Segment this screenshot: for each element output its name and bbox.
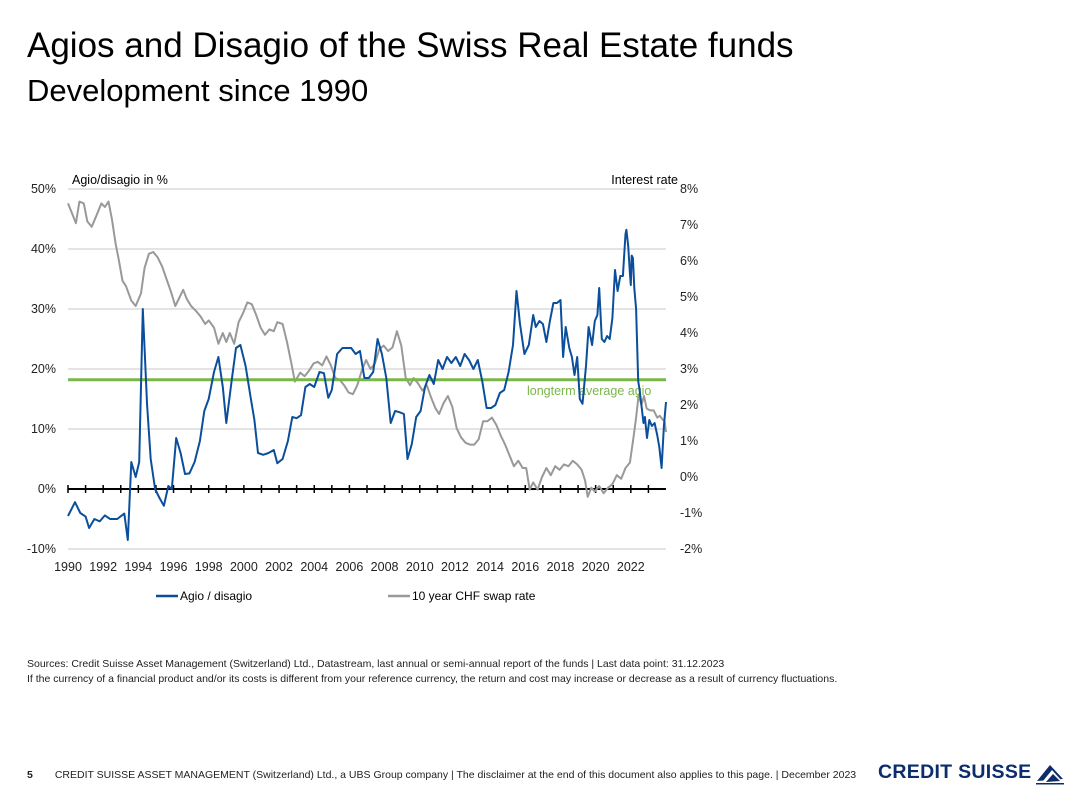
right-tick-label: 1% xyxy=(680,434,698,448)
x-tick-label: 2002 xyxy=(265,560,293,574)
x-tick-label: 2020 xyxy=(582,560,610,574)
x-tick-label: 1992 xyxy=(89,560,117,574)
right-tick-label: 5% xyxy=(680,290,698,304)
legend-label-swap: 10 year CHF swap rate xyxy=(412,589,536,603)
x-tick-label: 2016 xyxy=(511,560,539,574)
x-tick-label: 2010 xyxy=(406,560,434,574)
left-tick-label: 40% xyxy=(31,242,56,256)
right-tick-label: 7% xyxy=(680,218,698,232)
right-tick-label: 8% xyxy=(680,182,698,196)
left-tick-label: -10% xyxy=(27,542,56,556)
footer-text: CREDIT SUISSE ASSET MANAGEMENT (Switzerl… xyxy=(54,769,857,781)
right-tick-label: 6% xyxy=(680,254,698,268)
x-tick-label: 2006 xyxy=(336,560,364,574)
page-number: 5 xyxy=(27,769,33,781)
left-axis-title: Agio/disagio in % xyxy=(72,173,168,187)
logo-text: CREDIT SUISSE xyxy=(878,760,1032,783)
right-tick-label: 3% xyxy=(680,362,698,376)
x-tick-label: 1996 xyxy=(160,560,188,574)
left-tick-label: 30% xyxy=(31,302,56,316)
page-title: Agios and Disagio of the Swiss Real Esta… xyxy=(27,26,794,65)
left-tick-label: 0% xyxy=(38,482,56,496)
currency-disclaimer: If the currency of a financial product a… xyxy=(27,673,838,685)
x-tick-label: 2014 xyxy=(476,560,504,574)
x-tick-label: 1994 xyxy=(124,560,152,574)
right-tick-label: 2% xyxy=(680,398,698,412)
x-tick-label: 2012 xyxy=(441,560,469,574)
x-tick-label: 2018 xyxy=(547,560,575,574)
right-tick-label: -1% xyxy=(680,506,702,520)
x-tick-label: 2008 xyxy=(371,560,399,574)
left-tick-label: 20% xyxy=(31,362,56,376)
x-tick-label: 2022 xyxy=(617,560,645,574)
x-tick-label: 2004 xyxy=(300,560,328,574)
right-tick-label: 0% xyxy=(680,470,698,484)
right-tick-label: -2% xyxy=(680,542,702,556)
right-axis-title: Interest rate xyxy=(611,173,678,187)
agio-chart: 50% 40% 30% 20% 10% 0% -10% 8% 7% 6% 5% 4% 3% 2% 1% 0% -… xyxy=(27,173,702,603)
left-tick-label: 10% xyxy=(31,422,56,436)
x-tick-label: 1990 xyxy=(54,560,82,574)
sources-note: Sources: Credit Suisse Asset Management … xyxy=(27,657,837,687)
x-tick-label: 1998 xyxy=(195,560,223,574)
credit-suisse-logo: CREDIT SUISSE xyxy=(878,759,1065,785)
average-agio-label: longterm average agio xyxy=(527,384,651,398)
page-subtitle: Development since 1990 xyxy=(27,73,369,108)
x-tick-label: 2000 xyxy=(230,560,258,574)
swap-rate-series-line xyxy=(67,200,667,498)
credit-suisse-sails-icon xyxy=(1036,765,1065,785)
sources-line: Sources: Credit Suisse Asset Management … xyxy=(27,658,725,670)
agio-series-line xyxy=(67,228,667,541)
right-tick-label: 4% xyxy=(680,326,698,340)
footer: 5 CREDIT SUISSE ASSET MANAGEMENT (Switzer… xyxy=(27,769,856,782)
legend-label-agio: Agio / disagio xyxy=(180,589,252,603)
left-tick-label: 50% xyxy=(31,182,56,196)
